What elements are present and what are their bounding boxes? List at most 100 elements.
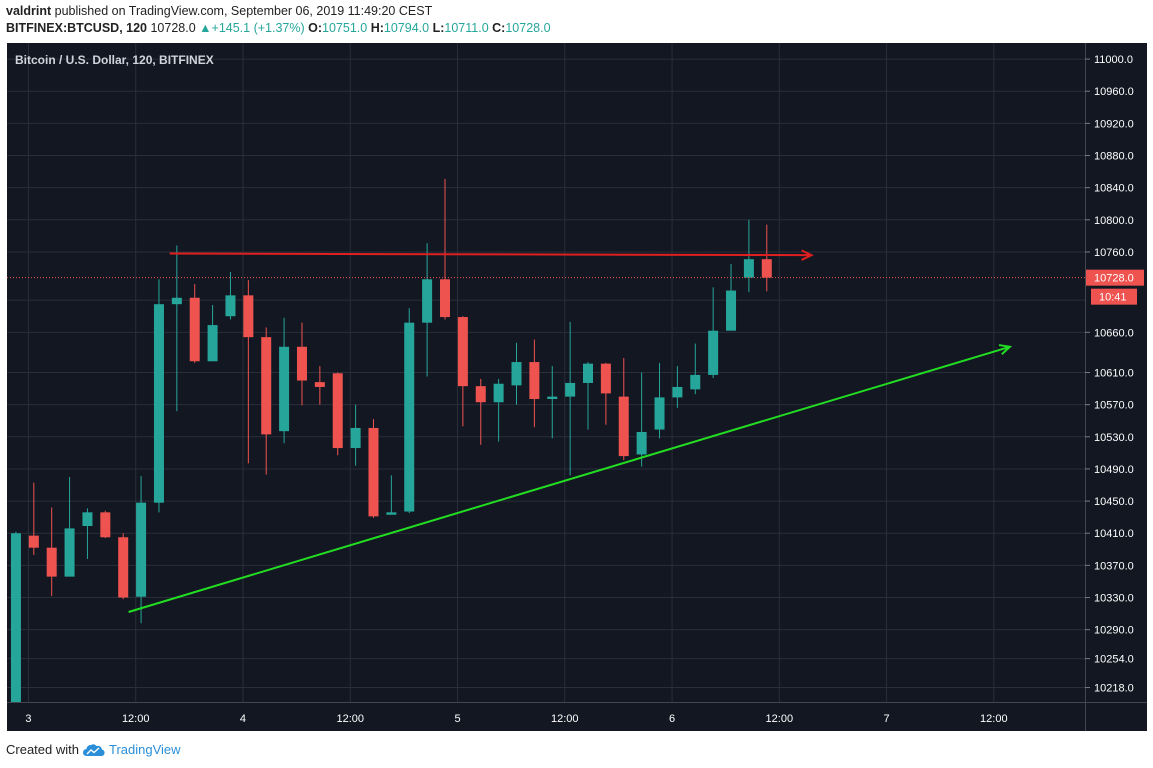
candle-up <box>493 383 504 403</box>
time-tick-label: 12:00 <box>122 713 150 725</box>
candle-up <box>171 297 182 305</box>
price-tick-label: 10660.0 <box>1094 327 1134 339</box>
close-value: 10728.0 <box>505 21 551 35</box>
time-axis[interactable]: 3 12:00 4 12:00 5 12:00 6 12:00 7 12:00 <box>25 713 1007 725</box>
candle-down <box>243 295 254 338</box>
candle-down <box>189 297 200 362</box>
candle-up <box>136 502 147 597</box>
price-tick-label: 10290.0 <box>1094 625 1134 637</box>
candle-up <box>690 374 701 390</box>
candle-down <box>46 547 57 577</box>
publish-info: valdrint published on TradingView.com, S… <box>6 4 432 18</box>
candle-up <box>547 396 558 400</box>
trend-lines[interactable] <box>128 249 1013 613</box>
price-tick-label: 10920.0 <box>1094 118 1134 130</box>
time-tick-label: 4 <box>240 713 246 725</box>
candle-down <box>118 537 129 598</box>
price-tick-label: 10570.0 <box>1094 400 1134 412</box>
candle-up <box>207 325 218 362</box>
candle-down <box>529 362 540 400</box>
candle-down <box>314 382 325 387</box>
candle-up <box>726 290 737 331</box>
price-tick-label: 10840.0 <box>1094 183 1134 195</box>
candle-down <box>296 346 307 381</box>
candle-up <box>743 259 754 278</box>
published-text: published on TradingView.com, September … <box>54 4 433 18</box>
candle-up <box>82 512 93 526</box>
candle-down <box>28 535 39 548</box>
price-change: +145.1 (+1.37%) <box>211 21 305 35</box>
created-with-text: Created with <box>6 742 79 757</box>
last-price-tag: 10728.0 10:41 <box>1086 269 1144 305</box>
candle-up <box>636 431 647 455</box>
price-tick-label: 10450.0 <box>1094 496 1134 508</box>
candle-down <box>761 259 772 278</box>
candle-up <box>10 533 21 702</box>
chart-title: Bitcoin / U.S. Dollar, 120, BITFINEX <box>15 53 214 67</box>
candle-down <box>618 396 629 457</box>
high-label: H: <box>370 21 384 35</box>
candle-down <box>100 512 111 538</box>
footer: Created with TradingView <box>6 742 181 757</box>
low-value: 10711.0 <box>444 21 489 35</box>
time-tick-label: 12:00 <box>336 713 364 725</box>
price-tick-label: 10370.0 <box>1094 560 1134 572</box>
price-tick-label: 10490.0 <box>1094 464 1134 476</box>
price-tick-label: 10880.0 <box>1094 151 1134 163</box>
price-tick-label: 10800.0 <box>1094 215 1134 227</box>
time-tick-label: 12:00 <box>980 713 1008 725</box>
open-label: O: <box>308 21 323 35</box>
candle-up <box>279 346 290 432</box>
price-tick-label: 11000.0 <box>1094 54 1133 66</box>
last-price-tag-label: 10728.0 <box>1094 273 1134 285</box>
support-arrowhead-icon <box>998 344 1013 355</box>
price-tick-label: 10960.0 <box>1094 86 1134 98</box>
last-price: 10728.0 <box>150 21 196 35</box>
resistance-line <box>169 252 812 257</box>
candle-down <box>457 317 468 387</box>
candle-up <box>511 362 522 386</box>
price-tick-label: 10610.0 <box>1094 368 1134 380</box>
candle-up <box>225 295 236 317</box>
candle-up <box>350 427 361 449</box>
change-up-icon: ▲ <box>199 21 212 35</box>
time-tick-label: 12:00 <box>551 713 579 725</box>
price-tick-label: 10410.0 <box>1094 528 1134 540</box>
candle-up <box>708 330 719 375</box>
high-value: 10794.0 <box>383 21 430 35</box>
open-value: 10751.0 <box>322 21 368 35</box>
candle-up <box>583 363 594 383</box>
countdown-tag-bg <box>1091 288 1137 305</box>
candle-up <box>654 397 665 430</box>
close-label: C: <box>492 21 506 35</box>
grid-lines <box>7 43 1085 702</box>
author-name[interactable]: valdrint <box>6 4 52 18</box>
last-price-tag-bg <box>1086 269 1144 286</box>
time-axis-separator <box>7 702 1147 703</box>
candles <box>10 178 772 702</box>
support-line <box>128 345 1011 613</box>
tradingview-cloud-icon <box>82 743 105 756</box>
price-tick-label: 10218.0 <box>1094 683 1134 695</box>
price-tick-label: 10760.0 <box>1094 247 1134 259</box>
candle-down <box>475 386 486 403</box>
candle-down <box>600 363 611 394</box>
candle-up <box>386 512 397 515</box>
candle-up <box>422 279 433 323</box>
candle-down <box>368 427 379 517</box>
price-chart[interactable]: 10218.0 10254.0 10290.0 10330.0 10370.0 10410… <box>7 43 1147 731</box>
symbol-name: BITFINEX:BTCUSD, 120 <box>6 21 147 35</box>
price-tick-label: 10530.0 <box>1094 432 1134 444</box>
time-tick-label: 12:00 <box>766 713 794 725</box>
time-tick-label: 5 <box>454 713 460 725</box>
candle-up <box>672 386 683 398</box>
chart-background <box>7 43 1147 731</box>
time-tick-label: 7 <box>883 713 889 725</box>
symbol-info: BITFINEX:BTCUSD, 120 10728.0 ▲+145.1 (+1… <box>6 21 551 35</box>
price-axis[interactable]: 10218.0 10254.0 10290.0 10330.0 10370.0 10410… <box>1085 54 1134 695</box>
tradingview-link[interactable]: TradingView <box>108 742 181 757</box>
low-label: L: <box>432 21 445 35</box>
candle-down <box>332 373 343 449</box>
price-tick-label: 10254.0 <box>1094 654 1134 666</box>
candle-up <box>153 304 164 503</box>
